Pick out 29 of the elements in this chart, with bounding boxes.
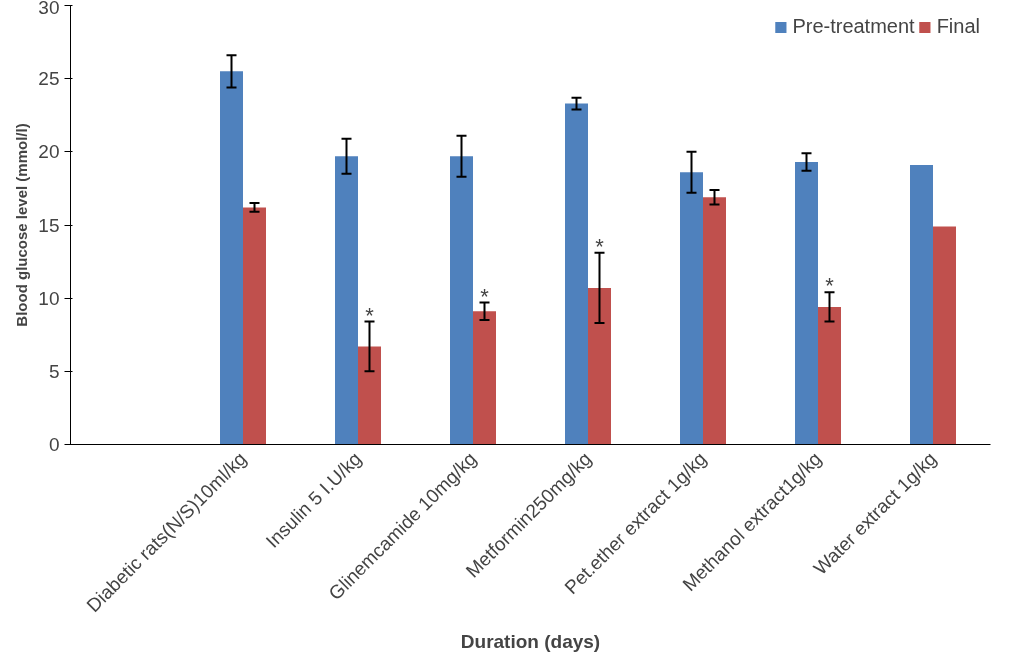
bar bbox=[818, 306, 841, 445]
bar bbox=[565, 103, 588, 445]
bar bbox=[243, 207, 266, 445]
x-axis-title: Duration (days) bbox=[460, 631, 601, 653]
y-tick-label: 10 bbox=[38, 287, 60, 309]
annotation: * bbox=[825, 273, 835, 299]
annotation: * bbox=[480, 283, 490, 309]
bar bbox=[933, 226, 956, 445]
annotation: * bbox=[595, 233, 605, 259]
bar bbox=[680, 172, 703, 445]
y-tick-label: 5 bbox=[48, 360, 60, 382]
y-axis-title: Blood glucose level (mmol/l) bbox=[13, 123, 31, 327]
annotation: * bbox=[365, 302, 375, 328]
y-tick-label: 25 bbox=[38, 68, 60, 90]
bar bbox=[220, 71, 243, 445]
bar bbox=[450, 156, 473, 445]
y-tick-label: 30 bbox=[38, 0, 60, 18]
bar bbox=[910, 165, 933, 445]
bar bbox=[358, 346, 381, 445]
y-tick-label: 0 bbox=[48, 434, 60, 455]
y-tick-label: 20 bbox=[38, 141, 60, 163]
bar bbox=[795, 162, 818, 445]
bar bbox=[703, 197, 726, 445]
legend-label: Pre-treatment bbox=[792, 15, 915, 38]
bar bbox=[473, 311, 496, 445]
legend-label: Final bbox=[936, 15, 980, 38]
y-tick-label: 15 bbox=[38, 214, 60, 236]
bar bbox=[335, 156, 358, 445]
bar bbox=[588, 287, 611, 445]
